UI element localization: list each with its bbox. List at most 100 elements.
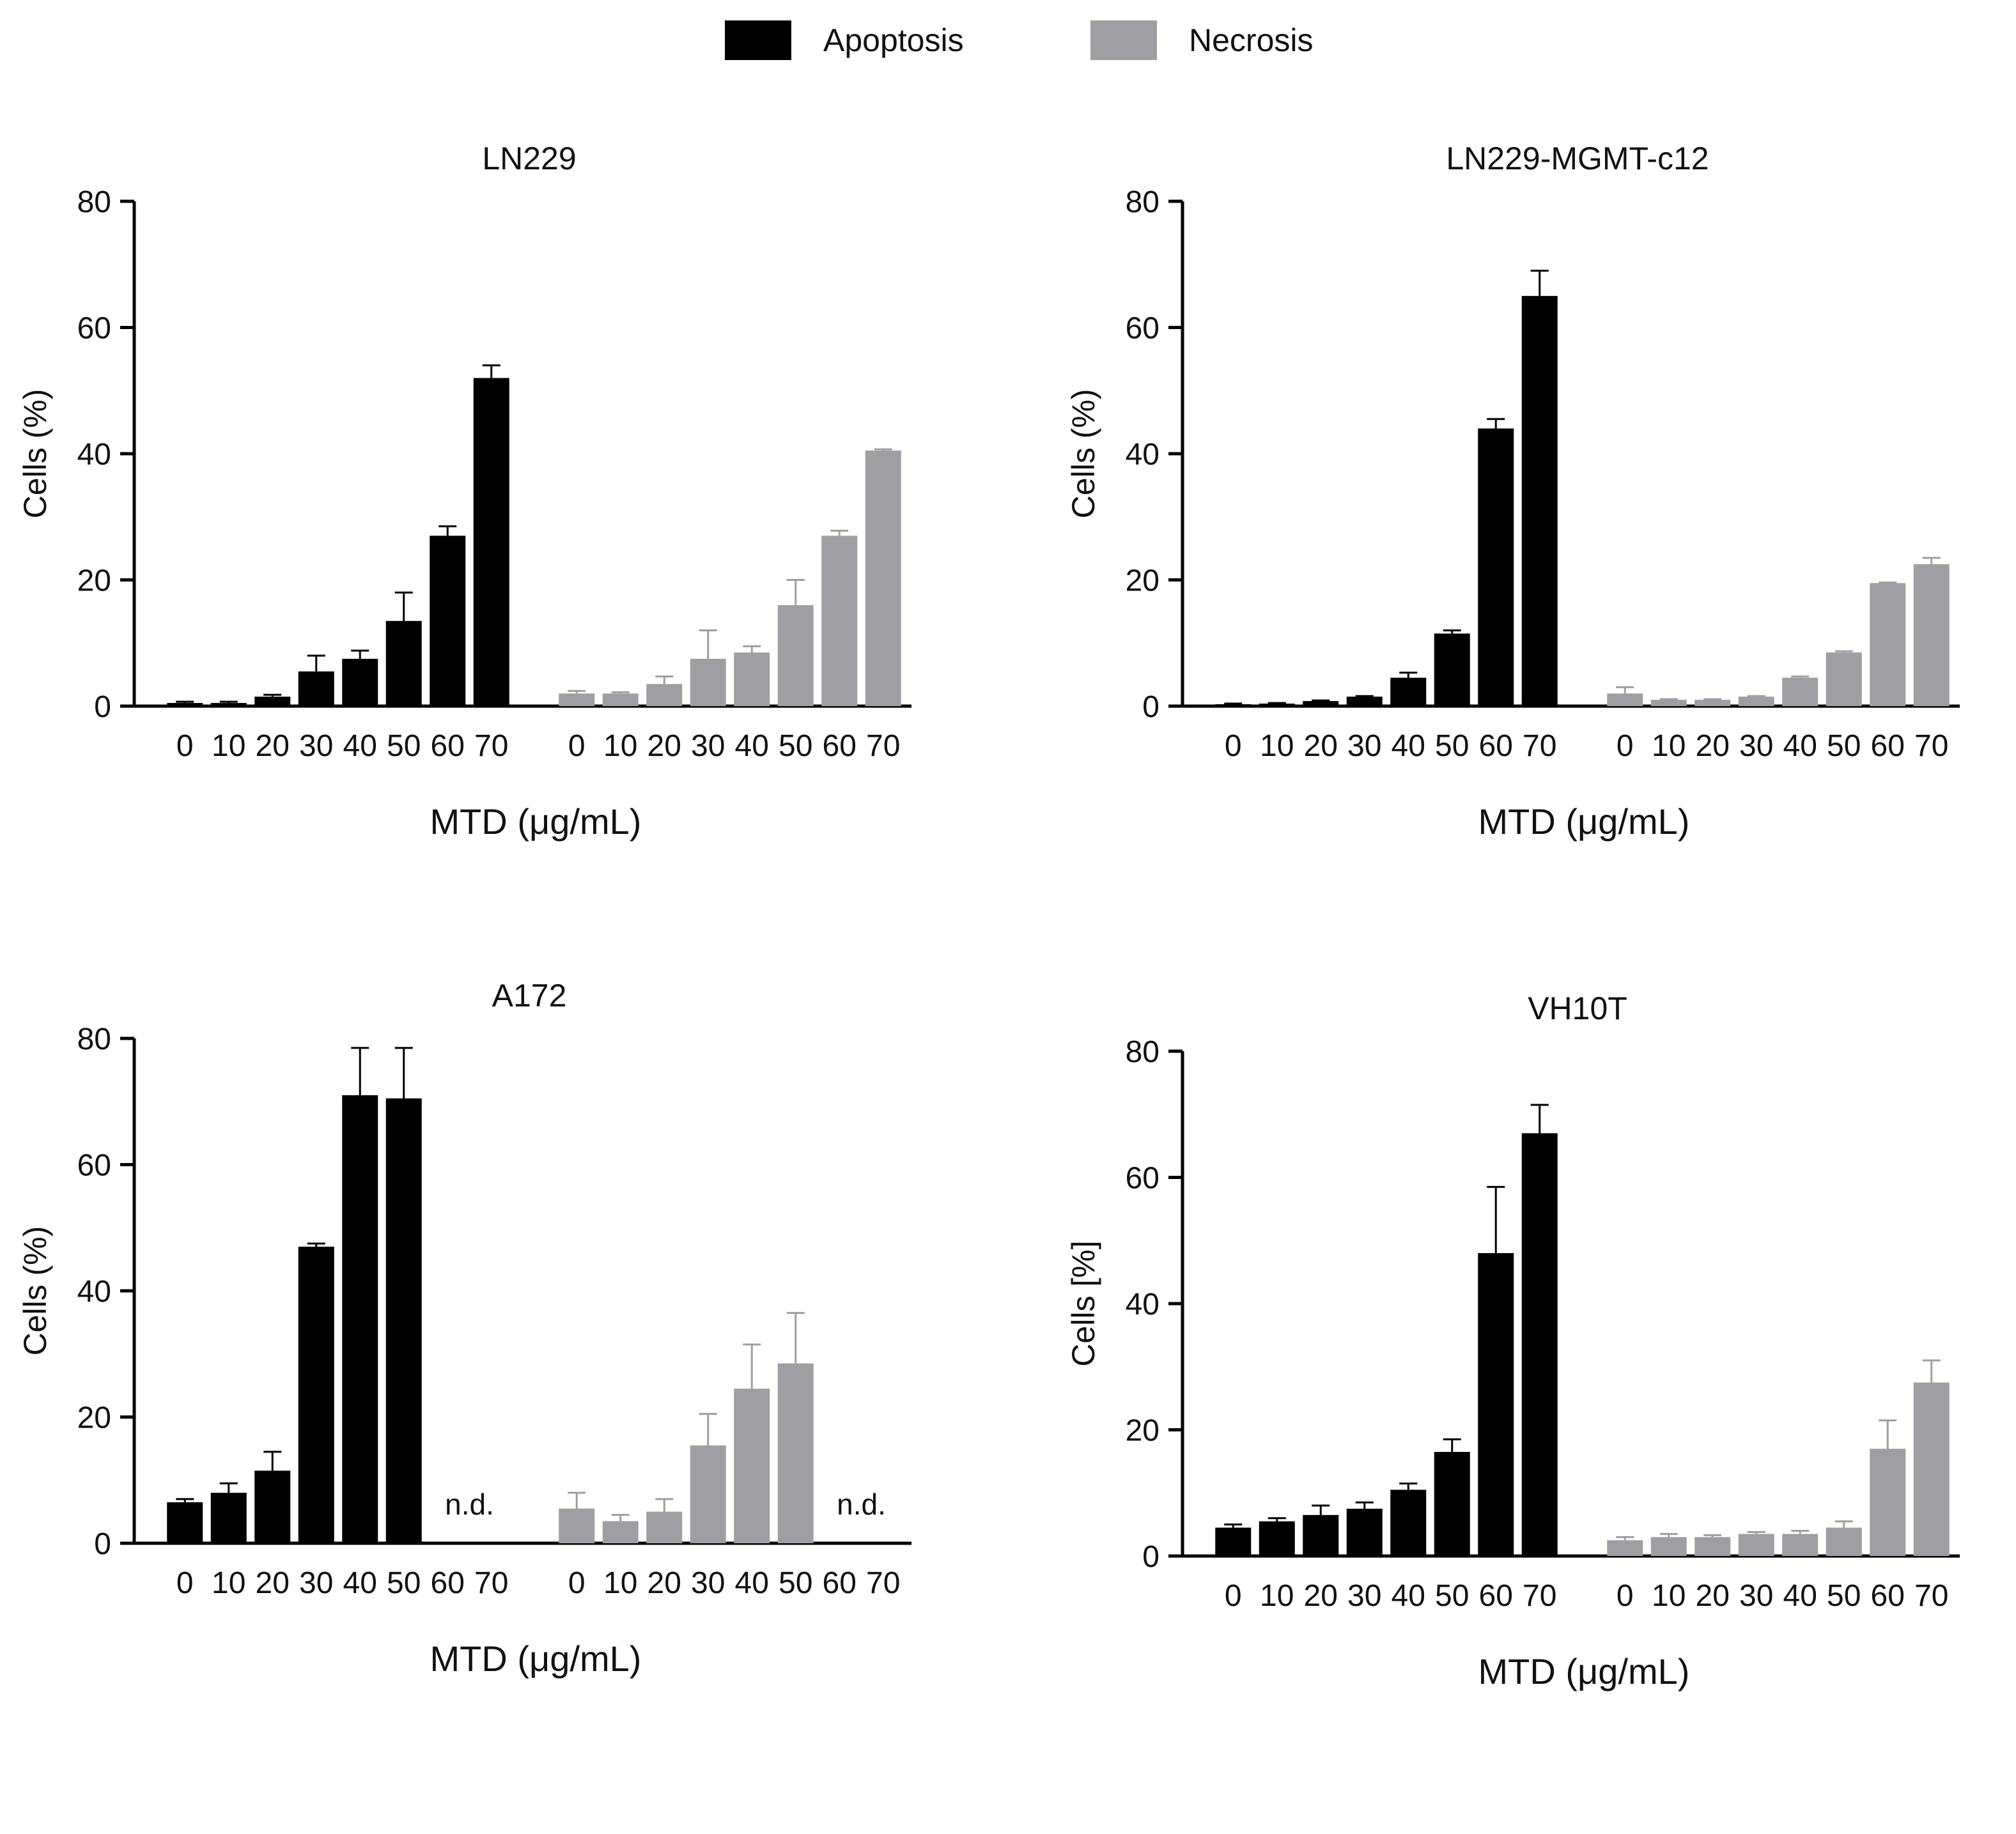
x-tick-label: 70 xyxy=(1523,729,1556,763)
bar-apoptosis-40 xyxy=(1390,1490,1427,1556)
x-tick-label: 0 xyxy=(1617,729,1634,763)
bar-apoptosis-10 xyxy=(210,1493,247,1543)
y-tick-label: 0 xyxy=(1142,690,1159,724)
bar-apoptosis-60 xyxy=(430,536,466,706)
chart-title: LN229 xyxy=(482,141,576,176)
bar-necrosis-0 xyxy=(1607,1540,1643,1556)
x-tick-label: 20 xyxy=(1304,1579,1338,1613)
y-tick-label: 60 xyxy=(1126,312,1159,346)
y-axis-label: Cells [%] xyxy=(1066,1240,1101,1366)
x-tick-label: 50 xyxy=(1827,1579,1861,1613)
x-tick-label: 20 xyxy=(1696,1579,1730,1613)
x-tick-label: 40 xyxy=(1783,729,1817,763)
y-tick-label: 80 xyxy=(1126,1035,1159,1069)
x-tick-label: 60 xyxy=(1871,729,1905,763)
x-tick-label: 30 xyxy=(691,1566,725,1600)
bar-apoptosis-10 xyxy=(210,703,247,706)
x-tick-label: 70 xyxy=(866,1566,900,1600)
bar-apoptosis-30 xyxy=(298,671,334,706)
bar-apoptosis-20 xyxy=(1303,701,1339,706)
x-tick-label: 40 xyxy=(735,729,769,763)
bar-necrosis-20 xyxy=(1694,700,1731,706)
y-tick-label: 80 xyxy=(77,1022,111,1056)
bar-necrosis-70 xyxy=(1913,1382,1950,1556)
legend-item-necrosis: Necrosis xyxy=(1090,19,1313,61)
bar-necrosis-10 xyxy=(602,1521,639,1543)
y-tick-label: 60 xyxy=(77,312,111,346)
bar-apoptosis-0 xyxy=(1215,1527,1252,1556)
bar-apoptosis-0 xyxy=(167,703,203,706)
legend-swatch-apoptosis xyxy=(725,20,791,60)
x-tick-label: 40 xyxy=(1783,1579,1817,1613)
bar-apoptosis-40 xyxy=(342,658,378,706)
x-tick-label: 40 xyxy=(343,1566,377,1600)
bar-apoptosis-50 xyxy=(1434,1452,1470,1556)
x-tick-label: 40 xyxy=(735,1566,769,1600)
x-tick-label: 10 xyxy=(1260,729,1294,763)
y-axis-label: Cells (%) xyxy=(17,389,53,519)
legend-label-necrosis: Necrosis xyxy=(1189,22,1314,58)
bar-necrosis-10 xyxy=(602,693,639,706)
legend-label-apoptosis: Apoptosis xyxy=(823,22,964,58)
x-tick-label: 20 xyxy=(256,729,290,763)
bar-necrosis-0 xyxy=(559,693,595,706)
x-tick-label: 30 xyxy=(299,729,333,763)
bar-apoptosis-40 xyxy=(342,1095,378,1543)
x-tick-label: 60 xyxy=(1479,729,1513,763)
y-tick-label: 60 xyxy=(77,1149,111,1183)
x-tick-label: 20 xyxy=(647,729,681,763)
bar-necrosis-60 xyxy=(1870,583,1906,706)
x-tick-label: 0 xyxy=(1225,729,1242,763)
bar-apoptosis-50 xyxy=(385,620,422,706)
x-tick-label: 30 xyxy=(1739,1579,1773,1613)
bar-apoptosis-70 xyxy=(1521,1133,1558,1556)
x-tick-label: 50 xyxy=(387,1566,421,1600)
annotation-not-determined: n.d. xyxy=(837,1488,886,1521)
bar-necrosis-70 xyxy=(1913,564,1950,706)
bar-necrosis-30 xyxy=(1738,1534,1774,1556)
bar-necrosis-60 xyxy=(821,536,858,706)
y-tick-label: 20 xyxy=(1126,1414,1159,1448)
bar-apoptosis-70 xyxy=(1521,296,1558,706)
x-tick-label: 10 xyxy=(212,729,245,763)
y-tick-label: 60 xyxy=(1126,1162,1159,1196)
x-tick-label: 0 xyxy=(1225,1579,1242,1613)
x-axis-label: MTD (μg/mL) xyxy=(430,1638,642,1679)
legend-item-apoptosis: Apoptosis xyxy=(725,19,964,61)
x-tick-label: 60 xyxy=(1479,1579,1513,1613)
bar-necrosis-40 xyxy=(734,652,770,706)
bar-necrosis-30 xyxy=(690,658,726,706)
x-tick-label: 10 xyxy=(1260,1579,1294,1613)
chart-panel-a172: A172 0 20 40 60 80 Cells (%) 0 10 20 30 40 50 60 70 n.d… xyxy=(17,978,911,1679)
x-tick-label: 10 xyxy=(212,1566,245,1600)
bar-necrosis-70 xyxy=(865,451,901,706)
y-tick-label: 20 xyxy=(77,1401,111,1435)
x-tick-label: 10 xyxy=(1652,729,1686,763)
bar-apoptosis-60 xyxy=(1478,1253,1514,1556)
bar-necrosis-30 xyxy=(690,1445,726,1543)
y-tick-label: 40 xyxy=(77,438,111,472)
bar-necrosis-10 xyxy=(1650,700,1687,706)
bar-necrosis-20 xyxy=(646,1511,683,1543)
y-tick-label: 40 xyxy=(1126,438,1159,472)
bar-apoptosis-50 xyxy=(385,1098,422,1543)
chart-title: LN229-MGMT-c12 xyxy=(1446,141,1709,176)
x-tick-label: 50 xyxy=(387,729,421,763)
y-tick-label: 80 xyxy=(77,185,111,219)
x-tick-label: 60 xyxy=(1871,1579,1905,1613)
x-tick-label: 10 xyxy=(603,1566,637,1600)
x-tick-label: 70 xyxy=(1523,1579,1556,1613)
x-tick-label: 0 xyxy=(1617,1579,1634,1613)
bar-apoptosis-0 xyxy=(1215,704,1252,706)
bar-necrosis-10 xyxy=(1650,1537,1687,1556)
x-tick-label: 50 xyxy=(1435,1579,1469,1613)
x-axis-label: MTD (μg/mL) xyxy=(1478,1651,1690,1691)
x-tick-label: 50 xyxy=(1827,729,1861,763)
y-tick-label: 0 xyxy=(1142,1540,1159,1574)
bar-necrosis-50 xyxy=(777,605,814,706)
y-tick-label: 20 xyxy=(77,564,111,598)
x-tick-label: 20 xyxy=(1696,729,1730,763)
x-tick-label: 20 xyxy=(1304,729,1338,763)
y-axis-label: Cells (%) xyxy=(1066,389,1101,519)
